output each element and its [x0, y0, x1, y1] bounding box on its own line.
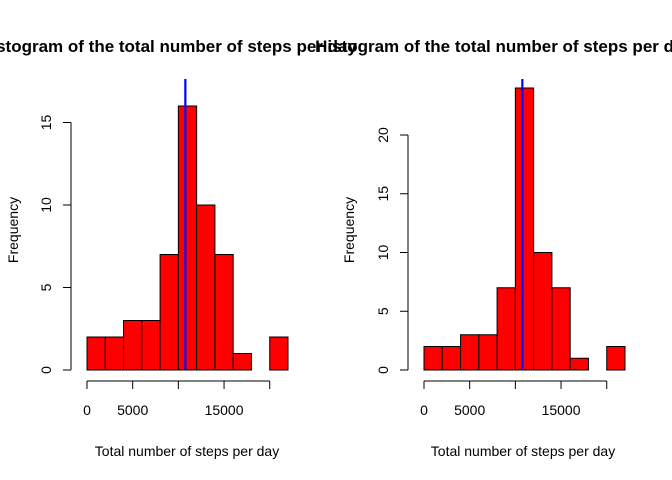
- histogram-bar: [86, 336, 106, 371]
- histogram-bar: [569, 357, 589, 371]
- y-axis-label: Frequency: [5, 197, 21, 263]
- y-tick-label: 5: [375, 307, 391, 315]
- histogram-bar: [533, 252, 553, 371]
- histogram-panel-right: Histogram of the total number of steps p…: [315, 37, 672, 459]
- x-tick-label: 15000: [542, 402, 581, 418]
- histogram-bar: [269, 336, 289, 371]
- histogram-bar: [177, 105, 198, 371]
- y-tick-label: 15: [375, 186, 391, 202]
- x-tick-label: 0: [83, 402, 91, 418]
- x-axis-label: Total number of steps per day: [95, 443, 279, 459]
- bars: [86, 105, 289, 371]
- histogram-bar: [214, 254, 234, 371]
- y-axis: 0 5 10 15 20: [375, 127, 409, 374]
- y-tick-label: 10: [375, 245, 391, 261]
- y-tick-label: 20: [375, 127, 391, 143]
- chart-title: Histogram of the total number of steps p…: [315, 37, 672, 56]
- y-tick-label: 5: [38, 283, 54, 291]
- bars: [423, 87, 626, 371]
- chart-title: Histogram of the total number of steps p…: [0, 37, 357, 56]
- y-axis-label: Frequency: [341, 197, 357, 263]
- y-tick-label: 0: [375, 366, 391, 374]
- x-tick-label: 5000: [117, 402, 148, 418]
- histogram-bar: [104, 336, 125, 371]
- histogram-bar: [551, 287, 571, 371]
- x-axis: 0 5000 15000: [83, 380, 271, 418]
- x-axis: 0 5000 15000: [420, 380, 608, 418]
- y-axis: 0 5 10 15: [38, 115, 72, 374]
- histogram-bar: [441, 346, 462, 371]
- histogram-bar: [460, 334, 480, 371]
- histogram-bar: [232, 353, 252, 371]
- y-tick-label: 10: [38, 197, 54, 213]
- x-axis-label: Total number of steps per day: [431, 443, 615, 459]
- histogram-bar: [123, 320, 143, 371]
- y-tick-label: 15: [38, 115, 54, 131]
- histogram-bar: [514, 87, 535, 371]
- y-tick-label: 0: [38, 366, 54, 374]
- histogram-bar: [159, 254, 179, 371]
- histogram-bar: [141, 320, 161, 371]
- histogram-panel-left: Histogram of the total number of steps p…: [0, 37, 357, 459]
- histogram-bar: [496, 287, 516, 371]
- histogram-bar: [478, 334, 498, 371]
- x-tick-label: 5000: [454, 402, 485, 418]
- x-tick-label: 15000: [205, 402, 244, 418]
- histogram-bar: [606, 346, 626, 371]
- histogram-bar: [196, 204, 216, 371]
- histogram-bar: [423, 346, 443, 371]
- x-tick-label: 0: [420, 402, 428, 418]
